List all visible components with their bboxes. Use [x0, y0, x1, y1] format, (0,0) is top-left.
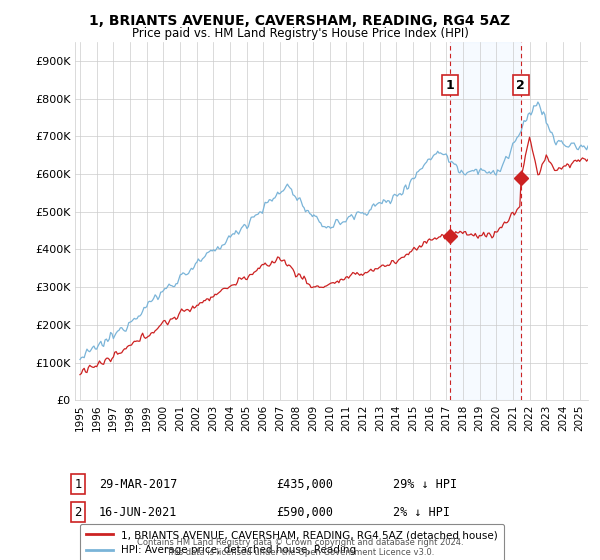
Text: 16-JUN-2021: 16-JUN-2021	[99, 506, 178, 519]
Text: 1: 1	[74, 478, 82, 491]
Text: 2% ↓ HPI: 2% ↓ HPI	[393, 506, 450, 519]
Text: Contains HM Land Registry data © Crown copyright and database right 2024.
This d: Contains HM Land Registry data © Crown c…	[137, 538, 463, 557]
Text: 2: 2	[517, 78, 525, 91]
Text: 1, BRIANTS AVENUE, CAVERSHAM, READING, RG4 5AZ: 1, BRIANTS AVENUE, CAVERSHAM, READING, R…	[89, 14, 511, 28]
Text: £435,000: £435,000	[276, 478, 333, 491]
Text: Price paid vs. HM Land Registry's House Price Index (HPI): Price paid vs. HM Land Registry's House …	[131, 27, 469, 40]
Text: 1: 1	[446, 78, 455, 91]
Text: 29-MAR-2017: 29-MAR-2017	[99, 478, 178, 491]
Text: 29% ↓ HPI: 29% ↓ HPI	[393, 478, 457, 491]
Text: 2: 2	[74, 506, 82, 519]
Legend: 1, BRIANTS AVENUE, CAVERSHAM, READING, RG4 5AZ (detached house), HPI: Average pr: 1, BRIANTS AVENUE, CAVERSHAM, READING, R…	[80, 524, 504, 560]
Bar	[450, 42, 521, 400]
Text: £590,000: £590,000	[276, 506, 333, 519]
